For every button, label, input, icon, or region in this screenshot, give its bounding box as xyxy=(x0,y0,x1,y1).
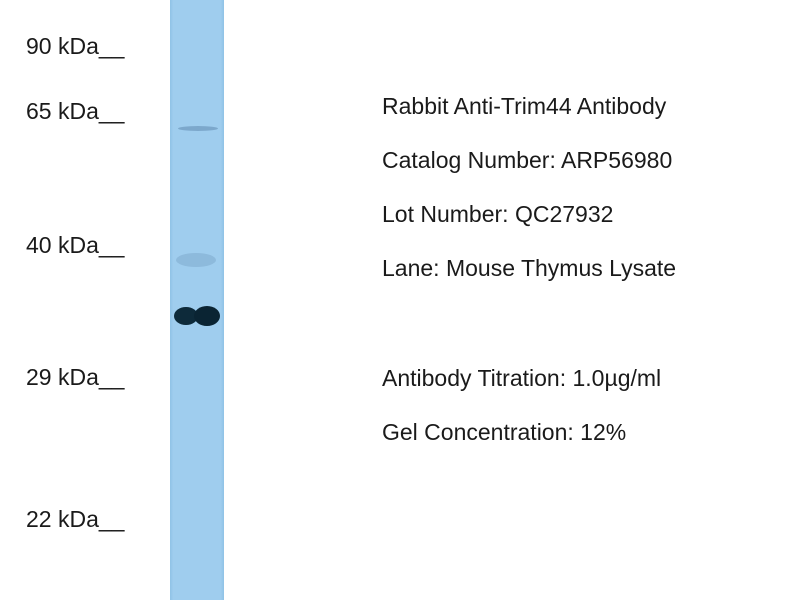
marker-40kda: 40 kDa__ xyxy=(26,232,125,258)
faint-band-40 xyxy=(176,253,216,267)
main-band xyxy=(174,307,198,325)
marker-22kda: 22 kDa__ xyxy=(26,506,125,532)
faint-band-65 xyxy=(178,126,218,131)
antibody-name: Rabbit Anti-Trim44 Antibody xyxy=(382,93,667,119)
catalog-number: Catalog Number: ARP56980 xyxy=(382,147,673,173)
marker-65kda: 65 kDa__ xyxy=(26,98,125,124)
lane-description: Lane: Mouse Thymus Lysate xyxy=(382,255,677,281)
marker-90kda: 90 kDa__ xyxy=(26,33,125,59)
lot-number: Lot Number: QC27932 xyxy=(382,201,614,227)
gel-concentration: Gel Concentration: 12% xyxy=(382,419,627,445)
marker-29kda: 29 kDa__ xyxy=(26,364,125,390)
main-band-right xyxy=(194,306,220,326)
blot-lane xyxy=(170,0,224,600)
antibody-titration: Antibody Titration: 1.0µg/ml xyxy=(382,365,662,391)
